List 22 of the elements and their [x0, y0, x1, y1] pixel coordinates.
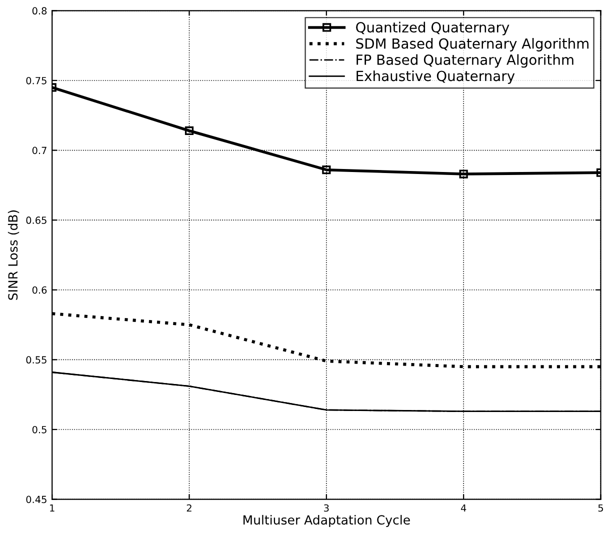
x-tick-label: 1 — [50, 504, 54, 512]
x-tick-label: 4 — [460, 504, 466, 512]
y-tick-label: 0.5 — [32, 426, 46, 434]
legend-label: Quantized Quaternary — [356, 22, 510, 36]
legend-label: FP Based Quaternary Algorithm — [356, 54, 574, 68]
y-tick-label: 0.55 — [26, 356, 46, 364]
legend-label: Exhaustive Quaternary — [356, 70, 515, 84]
y-tick-label: 0.8 — [32, 7, 47, 15]
point — [459, 170, 468, 178]
y-tick-label: 0.6 — [32, 286, 47, 294]
x-tick-label: 3 — [324, 504, 329, 512]
y-axis-title: SINR Loss (dB) — [8, 210, 20, 300]
point — [184, 126, 194, 136]
y-tick-label: 0.75 — [26, 76, 46, 84]
y-tick-label: 0.65 — [26, 216, 46, 224]
y-tick-label: 0.7 — [32, 146, 46, 154]
x-tick-label: 5 — [598, 504, 603, 512]
x-tick-label: 2 — [186, 504, 192, 512]
point — [322, 166, 331, 174]
y-tick-label: 0.45 — [26, 496, 46, 504]
x-axis-title: Multiuser Adaptation Cycle — [244, 514, 410, 528]
legend-label: SDM Based Quaternary Algorithm — [356, 38, 588, 52]
